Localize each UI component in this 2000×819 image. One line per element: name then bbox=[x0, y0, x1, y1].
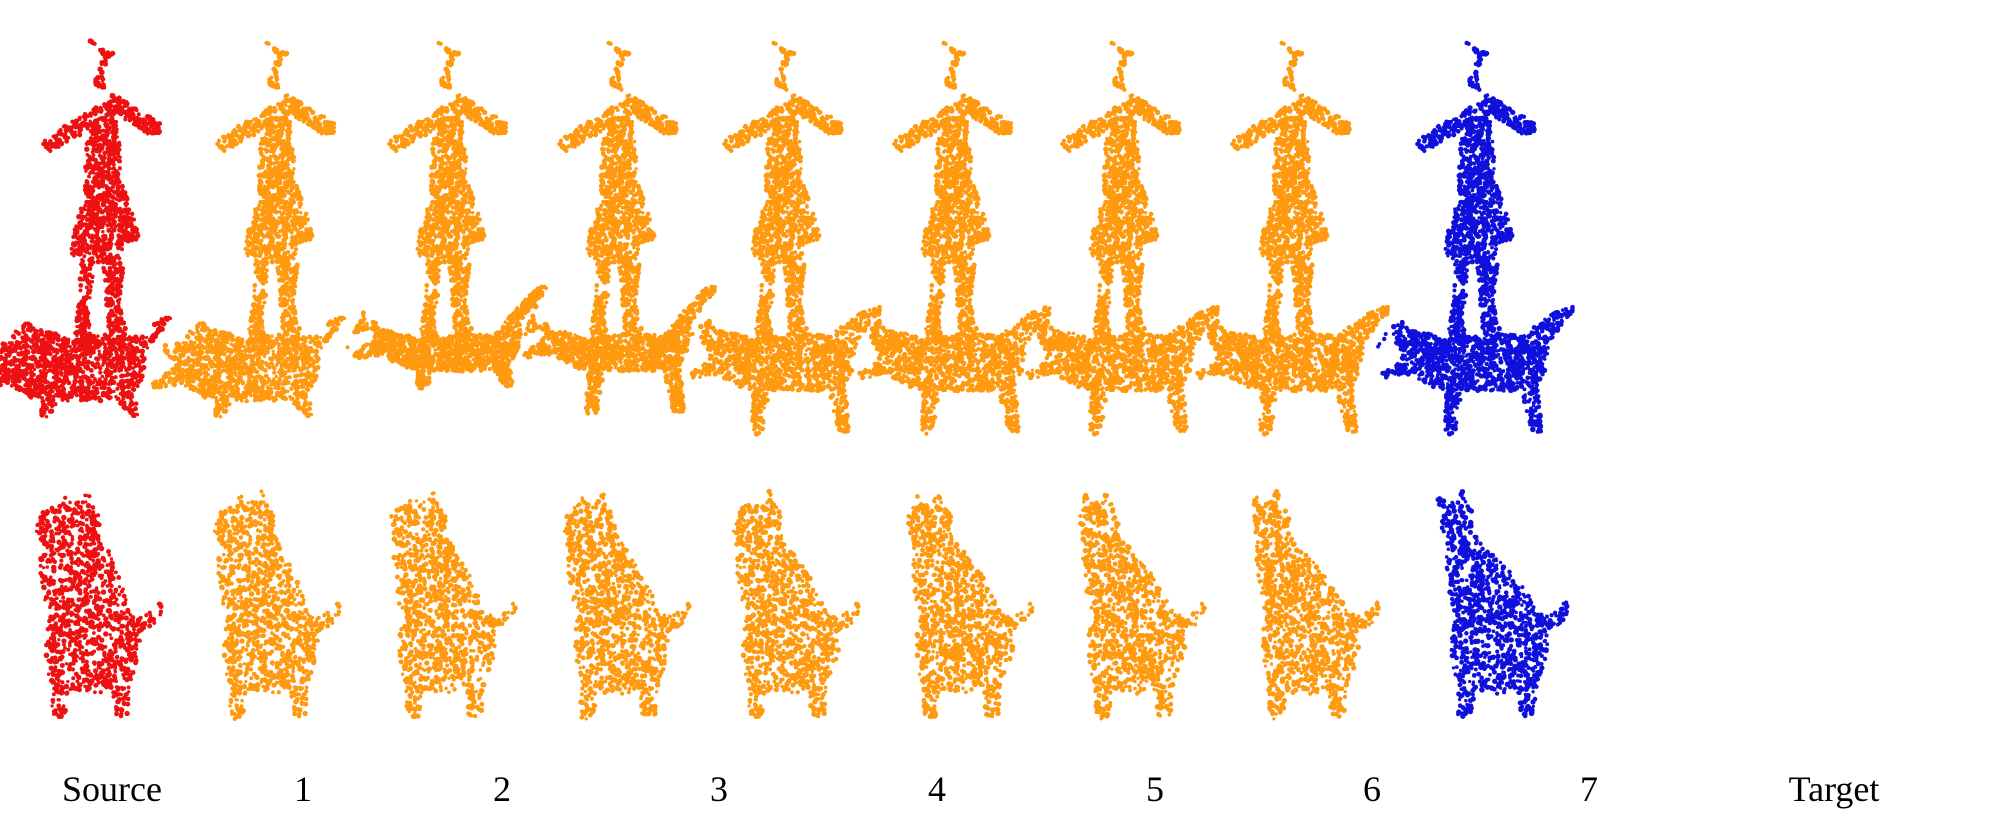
column-label-1: 1 bbox=[195, 768, 411, 810]
column-label-4: 4 bbox=[829, 768, 1045, 810]
human-point-cloud-8 bbox=[1415, 41, 1537, 346]
cat-point-cloud-2 bbox=[346, 285, 549, 391]
column-label-2: 2 bbox=[394, 768, 610, 810]
dog-point-cloud-7 bbox=[1252, 489, 1381, 721]
human-point-cloud-1 bbox=[215, 41, 336, 346]
dog-point-cloud-3 bbox=[563, 493, 692, 721]
column-label-target: Target bbox=[1726, 768, 1942, 810]
dog-point-cloud-1 bbox=[213, 489, 342, 721]
column-label-5: 5 bbox=[1047, 768, 1263, 810]
cat-point-cloud-8 bbox=[1376, 305, 1575, 437]
human-point-cloud-5 bbox=[892, 41, 1013, 346]
cat-point-cloud-4 bbox=[679, 305, 882, 437]
human-point-cloud-7 bbox=[1230, 41, 1352, 346]
dog-point-cloud-4 bbox=[732, 489, 861, 719]
column-label-3: 3 bbox=[611, 768, 827, 810]
cat-point-cloud-5 bbox=[849, 305, 1052, 436]
cat-point-cloud-1 bbox=[151, 316, 346, 419]
human-point-cloud-3 bbox=[557, 41, 679, 346]
column-label-7: 7 bbox=[1481, 768, 1697, 810]
human-point-cloud-4 bbox=[722, 41, 844, 346]
dog-point-cloud-0 bbox=[35, 493, 164, 719]
dog-point-cloud-6 bbox=[1078, 493, 1207, 721]
human-point-cloud-2 bbox=[387, 41, 508, 346]
cat-point-cloud-3 bbox=[515, 285, 717, 416]
column-label-source: Source bbox=[4, 768, 220, 810]
column-label-6: 6 bbox=[1264, 768, 1480, 810]
point-cloud-grid bbox=[0, 0, 2000, 760]
cat-point-cloud-6 bbox=[1017, 305, 1220, 437]
human-point-cloud-6 bbox=[1060, 41, 1182, 346]
dog-point-cloud-2 bbox=[389, 491, 517, 719]
human-point-cloud-0 bbox=[41, 38, 162, 347]
cat-point-cloud-7 bbox=[1193, 305, 1390, 437]
dog-point-cloud-5 bbox=[906, 494, 1034, 719]
dog-point-cloud-8 bbox=[1435, 489, 1569, 719]
